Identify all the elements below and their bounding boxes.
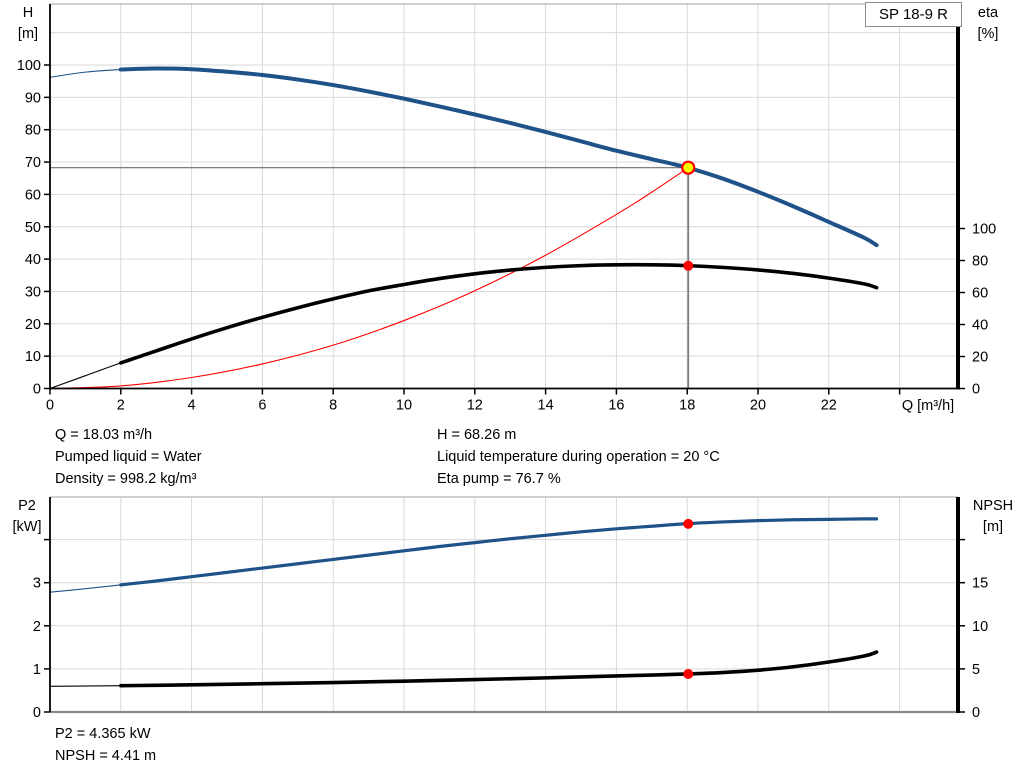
info-liquid-temperature: Liquid temperature during operation = 20… [437,449,720,465]
efficiency-point-marker [683,260,694,271]
info-density: Density = 998.2 kg/m³ [55,471,197,487]
p2-curve [119,517,879,587]
x-tick-label: 0 [46,398,54,414]
right-tick-label: 20 [972,350,988,366]
info-pumped-liquid: Pumped liquid = Water [55,449,202,465]
right-tick-label: 15 [972,576,988,592]
left-tick-label: 0 [33,705,41,721]
x-tick-label: 8 [329,398,337,414]
h-axis-title-unit: [m] [17,26,39,42]
info-npsh: NPSH = 4.41 m [55,748,157,764]
left-tick-label: 30 [25,284,41,300]
npsh-curve [119,650,879,688]
p2-axis-title-unit: [kW] [12,519,42,535]
right-tick-label: 60 [972,286,988,302]
x-tick-label: 2 [117,398,125,414]
h-axis-title: H [m] [8,3,48,45]
p2-axis-title: P2 [kW] [6,496,48,538]
x-tick-label: 4 [188,398,196,414]
x-tick-label: 12 [467,398,483,414]
head-curve-thin [49,67,878,246]
p2-curve-thin [49,518,878,593]
p2-axis-title-symbol: P2 [18,498,36,514]
efficiency-curve-thin [49,264,878,390]
right-tick-label: 5 [972,662,980,678]
npsh-axis-title: NPSH [m] [964,496,1022,538]
left-tick-label: 60 [25,187,41,203]
x-tick-label: 18 [679,398,695,414]
npsh-axis-title-symbol: NPSH [972,498,1014,514]
pump-type-badge: SP 18-9 R [865,2,962,27]
info-flow: Q = 18.03 m³/h [55,427,153,443]
x-tick-label: 10 [396,398,412,414]
info-p2: P2 = 4.365 kW [55,726,151,742]
left-tick-label: 50 [25,220,41,236]
right-tick-label: 0 [972,705,980,721]
eta-axis-title: eta [%] [964,3,1012,45]
left-tick-label: 3 [33,576,41,592]
x-tick-label: 20 [750,398,766,414]
x-tick-label: 16 [608,398,624,414]
left-tick-label: 40 [25,252,41,268]
left-tick-label: 90 [25,90,41,106]
info-eta-pump: Eta pump = 76.7 % [437,471,561,487]
eta-axis-title-unit: [%] [977,26,999,42]
left-tick-label: 10 [25,349,41,365]
right-tick-label: 40 [972,318,988,334]
left-tick-label: 70 [25,155,41,171]
right-tick-label: 80 [972,254,988,270]
left-tick-label: 100 [17,58,41,74]
eta-axis-title-symbol: eta [977,5,999,21]
npsh-point-marker [683,668,694,679]
left-tick-label: 80 [25,123,41,139]
p2-point-marker [683,518,694,529]
left-tick-label: 2 [33,619,41,635]
efficiency-curve [119,262,879,365]
duty-point-marker [681,160,696,175]
q-axis-title: Q [m³/h] [901,398,955,414]
system-curve [49,167,689,390]
right-tick-label: 0 [972,382,980,398]
head-curve [118,66,879,248]
left-tick-label: 1 [33,662,41,678]
h-axis-title-symbol: H [22,5,34,21]
info-head: H = 68.26 m [437,427,517,443]
x-tick-label: 14 [538,398,554,414]
right-tick-label: 10 [972,619,988,635]
x-tick-label: 6 [258,398,266,414]
right-tick-label: 100 [972,222,996,238]
left-tick-label: 0 [33,382,41,398]
x-tick-label: 22 [821,398,837,414]
npsh-axis-title-unit: [m] [982,519,1004,535]
left-tick-label: 20 [25,317,41,333]
